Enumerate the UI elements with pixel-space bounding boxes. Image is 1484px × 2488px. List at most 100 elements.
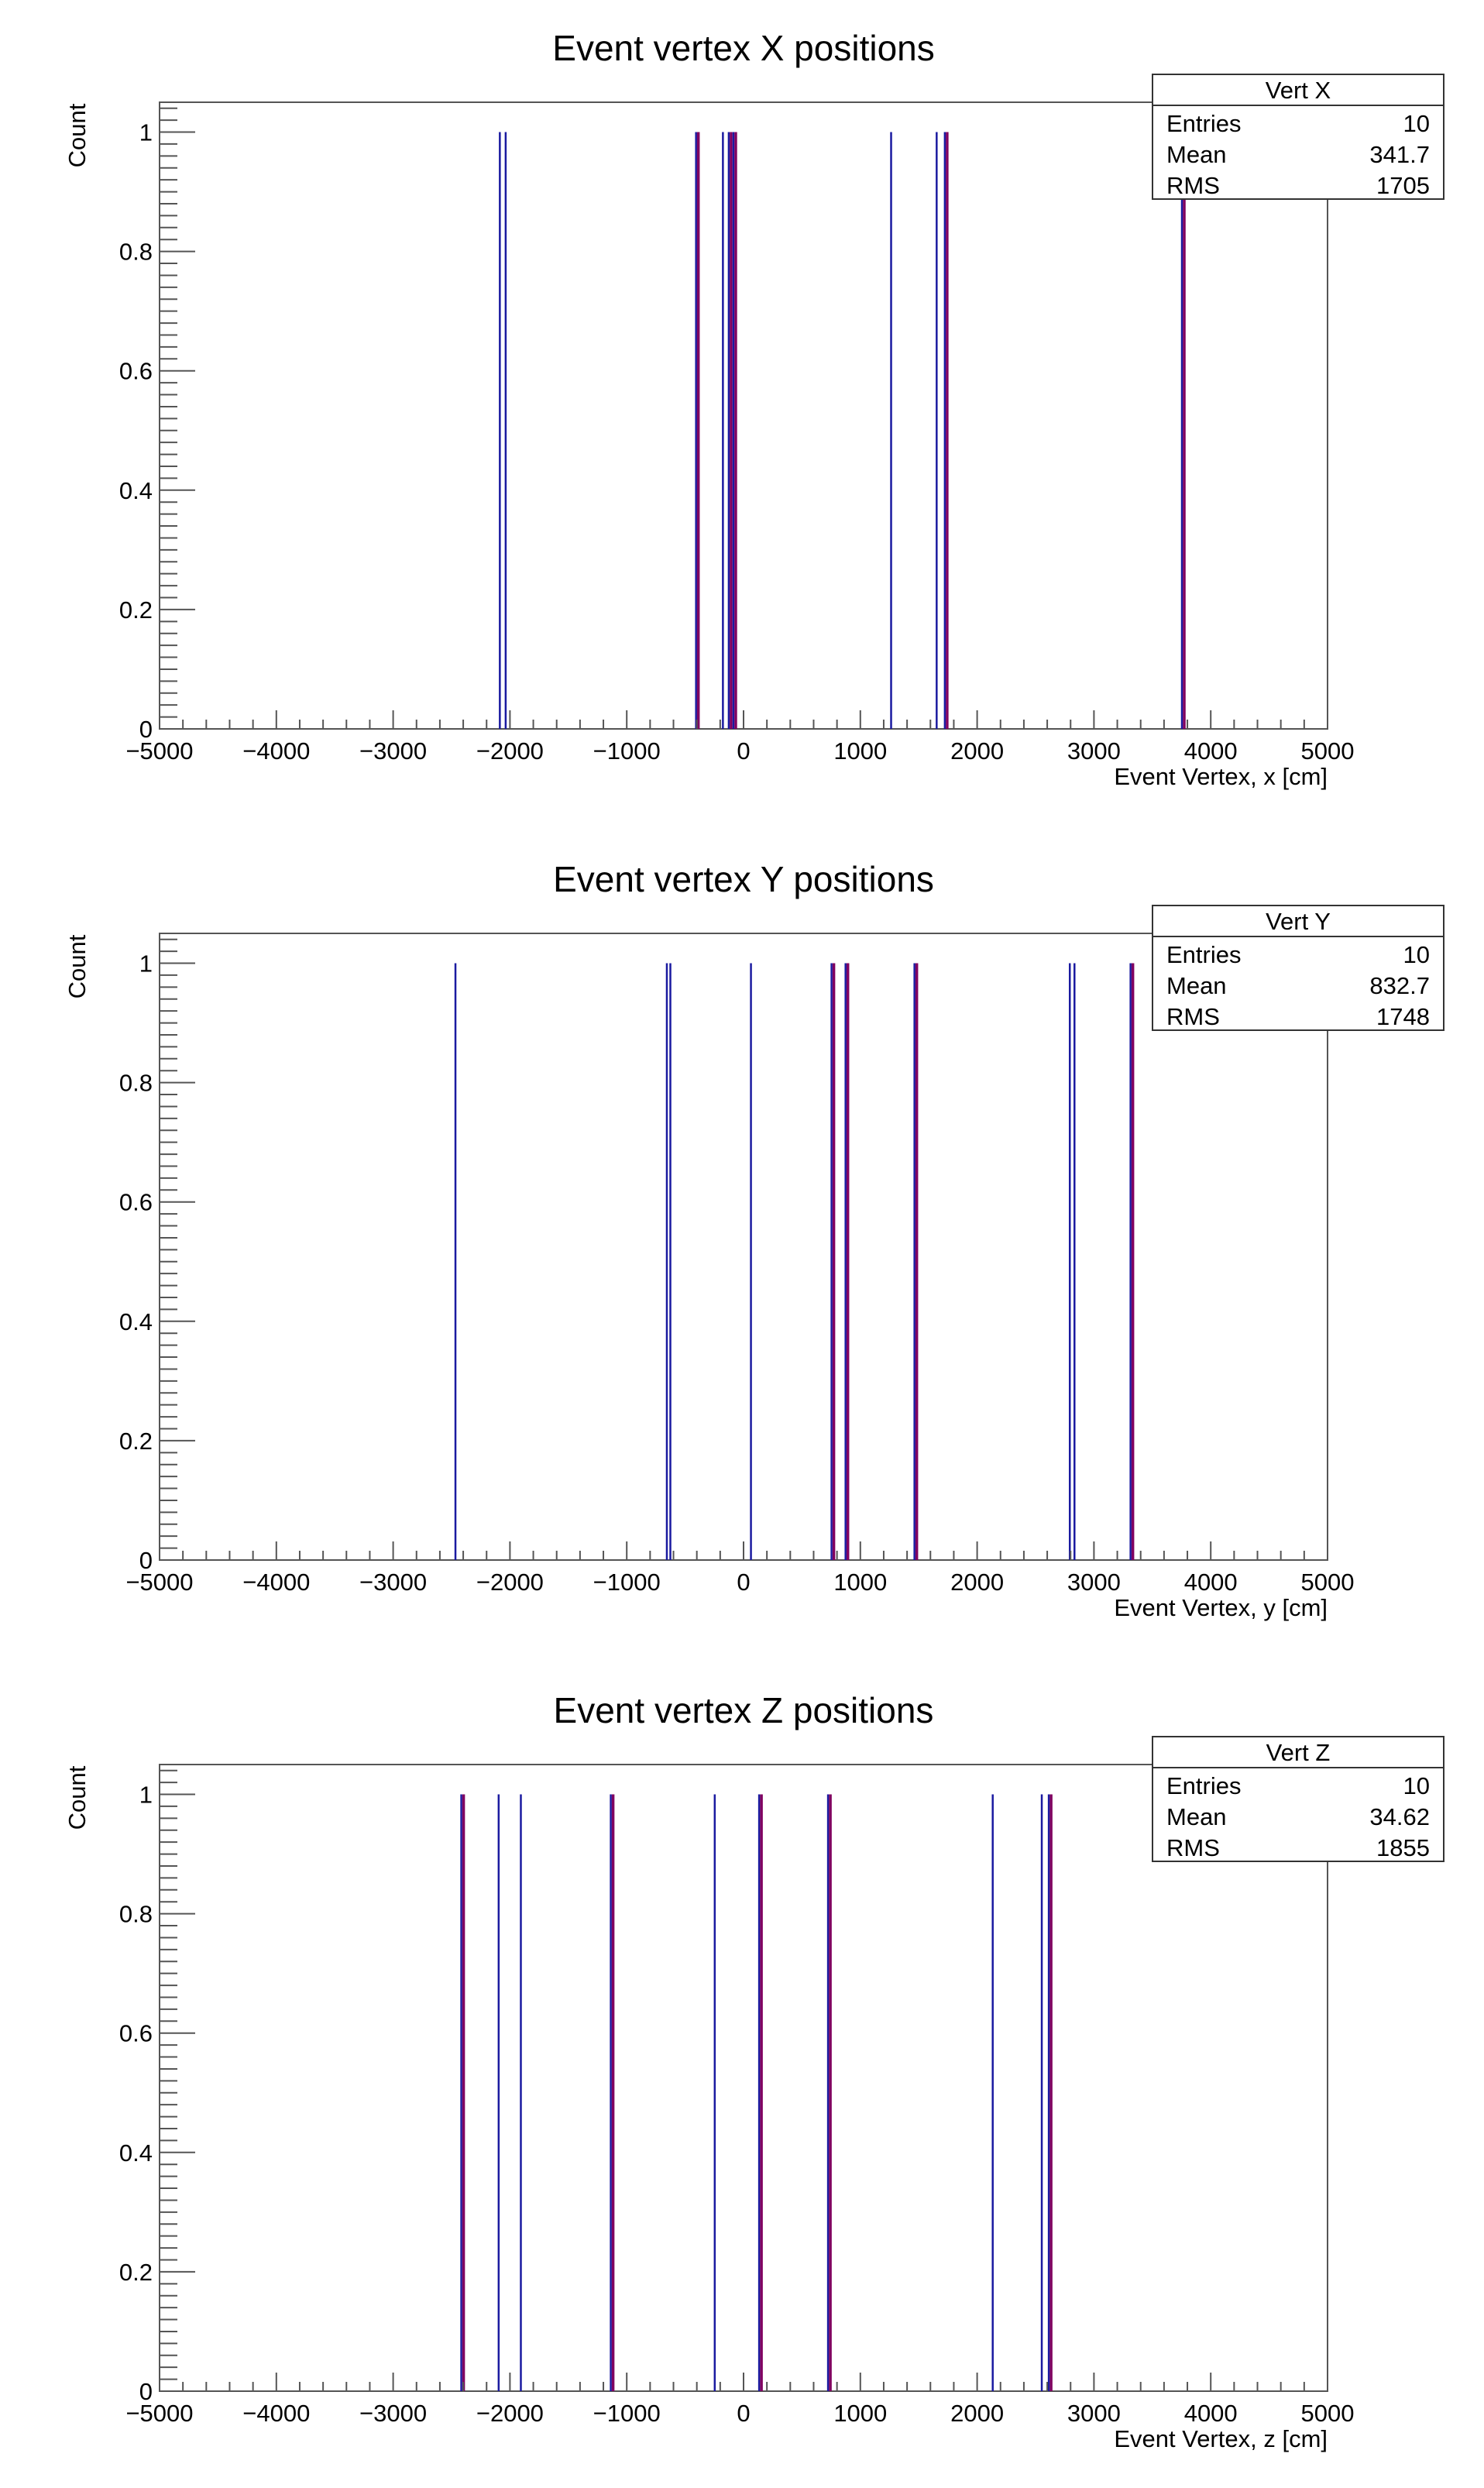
x-tick-label: 5000 xyxy=(1301,737,1355,765)
x-tick-label: −2000 xyxy=(476,2400,544,2427)
x-tick-label: 1000 xyxy=(833,737,887,765)
y-tick-label: 1 xyxy=(139,119,153,146)
stats-label: Mean xyxy=(1166,141,1227,168)
stats-label: RMS xyxy=(1166,1834,1220,1861)
x-tick-label: 2000 xyxy=(950,2400,1004,2427)
x-tick-label: −2000 xyxy=(476,1569,544,1596)
bars xyxy=(454,963,1135,1560)
x-tick-label: 5000 xyxy=(1301,2400,1355,2427)
y-axis-label: Count xyxy=(64,103,91,167)
stats-name: Vert Z xyxy=(1266,1739,1331,1766)
stats-label: Mean xyxy=(1166,972,1227,999)
y-tick-label: 0 xyxy=(139,2378,153,2405)
x-tick-label: 3000 xyxy=(1067,1569,1121,1596)
stats-value: 10 xyxy=(1403,1772,1430,1799)
x-tick-label: 4000 xyxy=(1184,1569,1238,1596)
stats-value: 34.62 xyxy=(1369,1803,1430,1830)
stats-label: Entries xyxy=(1166,1772,1241,1799)
stats-box: Vert X Entries 10 Mean 341.7 RMS 1705 xyxy=(1152,74,1444,200)
stats-label: Entries xyxy=(1166,941,1241,968)
chart-panel-3: Event vertex Z positions−5000 −4000 −3000−… xyxy=(64,1690,1444,2452)
x-axis-label: Event Vertex, z [cm] xyxy=(1114,2425,1328,2452)
y-tick-label: 0 xyxy=(139,1547,153,1574)
stats-box: Vert Z Entries 10 Mean 34.62 RMS 1855 xyxy=(1152,1736,1444,1862)
x-axis-label: Event Vertex, y [cm] xyxy=(1114,1594,1328,1621)
x-tick-label: 1000 xyxy=(833,1569,887,1596)
y-tick-label: 0.2 xyxy=(119,596,153,624)
x-tick-label: −1000 xyxy=(593,737,661,765)
chart-panel-2: Event vertex Y positions−5000 −4000 −3000−… xyxy=(64,859,1444,1621)
bars xyxy=(499,132,1186,729)
y-axis: 0 0.2 0.4 0.6 0.8 1 Count xyxy=(64,103,195,743)
x-axis-label: Event Vertex, x [cm] xyxy=(1114,763,1328,790)
stats-value: 341.7 xyxy=(1369,141,1430,168)
stats-value: 832.7 xyxy=(1369,972,1430,999)
x-tick-label: 3000 xyxy=(1067,2400,1121,2427)
x-tick-label: −3000 xyxy=(359,1569,427,1596)
y-tick-label: 0.4 xyxy=(119,1308,153,1335)
y-axis: 0 0.2 0.4 0.6 0.8 1 Count xyxy=(64,1765,195,2405)
stats-label: Entries xyxy=(1166,110,1241,137)
stats-name: Vert Y xyxy=(1266,908,1331,935)
x-tick-label: −1000 xyxy=(593,1569,661,1596)
chart-title: Event vertex X positions xyxy=(552,28,934,68)
x-tick-label: −3000 xyxy=(359,2400,427,2427)
y-axis-label: Count xyxy=(64,934,91,998)
x-tick-label: 1000 xyxy=(833,2400,887,2427)
x-tick-label: 2000 xyxy=(950,737,1004,765)
x-tick-label: −5000 xyxy=(125,1569,193,1596)
x-tick-label: 4000 xyxy=(1184,2400,1238,2427)
x-tick-label: −5000 xyxy=(125,737,193,765)
stats-label: Mean xyxy=(1166,1803,1227,1830)
chart-panel-1: Event vertex X positions−5000 −4000 −3000−… xyxy=(64,28,1444,790)
y-tick-label: 0.6 xyxy=(119,2020,153,2047)
y-tick-label: 0.8 xyxy=(119,1070,153,1097)
y-axis: 0 0.2 0.4 0.6 0.8 1 Count xyxy=(64,934,195,1574)
y-tick-label: 0.8 xyxy=(119,239,153,266)
stats-box: Vert Y Entries 10 Mean 832.7 RMS 1748 xyxy=(1152,905,1444,1031)
x-tick-label: −4000 xyxy=(242,2400,310,2427)
y-tick-label: 1 xyxy=(139,1782,153,1809)
x-tick-label: −4000 xyxy=(242,1569,310,1596)
stats-label: RMS xyxy=(1166,1003,1220,1030)
stats-box-frame xyxy=(1152,1736,1444,1862)
stats-box-frame xyxy=(1152,905,1444,1031)
stats-value: 1705 xyxy=(1376,172,1430,199)
x-tick-label: −1000 xyxy=(593,2400,661,2427)
stats-value: 10 xyxy=(1403,941,1430,968)
y-tick-label: 1 xyxy=(139,950,153,978)
bars xyxy=(460,1794,1053,2391)
x-tick-label: 2000 xyxy=(950,1569,1004,1596)
y-tick-label: 0.4 xyxy=(119,2139,153,2167)
y-tick-label: 0.6 xyxy=(119,1189,153,1216)
x-axis: −5000 −4000 −3000 −2000 −1000 0 1000 2000 3000 40… xyxy=(125,2373,1354,2452)
y-axis-label: Count xyxy=(64,1765,91,1830)
x-tick-label: 0 xyxy=(737,2400,750,2427)
stats-value: 1748 xyxy=(1376,1003,1430,1030)
y-tick-label: 0.2 xyxy=(119,2259,153,2286)
x-tick-label: 4000 xyxy=(1184,737,1238,765)
stats-box-frame xyxy=(1152,74,1444,200)
chart-title: Event vertex Z positions xyxy=(554,1690,934,1730)
stats-value: 10 xyxy=(1403,110,1430,137)
y-tick-label: 0 xyxy=(139,716,153,743)
x-tick-label: −4000 xyxy=(242,737,310,765)
x-axis: −5000 −4000 −3000 −2000 −1000 0 1000 2000 3000 40… xyxy=(125,710,1354,790)
chart-title: Event vertex Y positions xyxy=(553,859,934,899)
stats-label: RMS xyxy=(1166,172,1220,199)
stats-name: Vert X xyxy=(1266,77,1331,104)
y-tick-label: 0.8 xyxy=(119,1901,153,1928)
x-tick-label: −2000 xyxy=(476,737,544,765)
y-tick-label: 0.4 xyxy=(119,477,153,504)
x-tick-label: −3000 xyxy=(359,737,427,765)
x-tick-label: 0 xyxy=(737,737,750,765)
x-tick-label: 3000 xyxy=(1067,737,1121,765)
x-tick-label: 5000 xyxy=(1301,1569,1355,1596)
stats-value: 1855 xyxy=(1376,1834,1430,1861)
x-tick-label: −5000 xyxy=(125,2400,193,2427)
y-tick-label: 0.2 xyxy=(119,1428,153,1455)
y-tick-label: 0.6 xyxy=(119,358,153,385)
x-axis: −5000 −4000 −3000 −2000 −1000 0 1000 2000 3000 40… xyxy=(125,1541,1354,1621)
x-tick-label: 0 xyxy=(737,1569,750,1596)
